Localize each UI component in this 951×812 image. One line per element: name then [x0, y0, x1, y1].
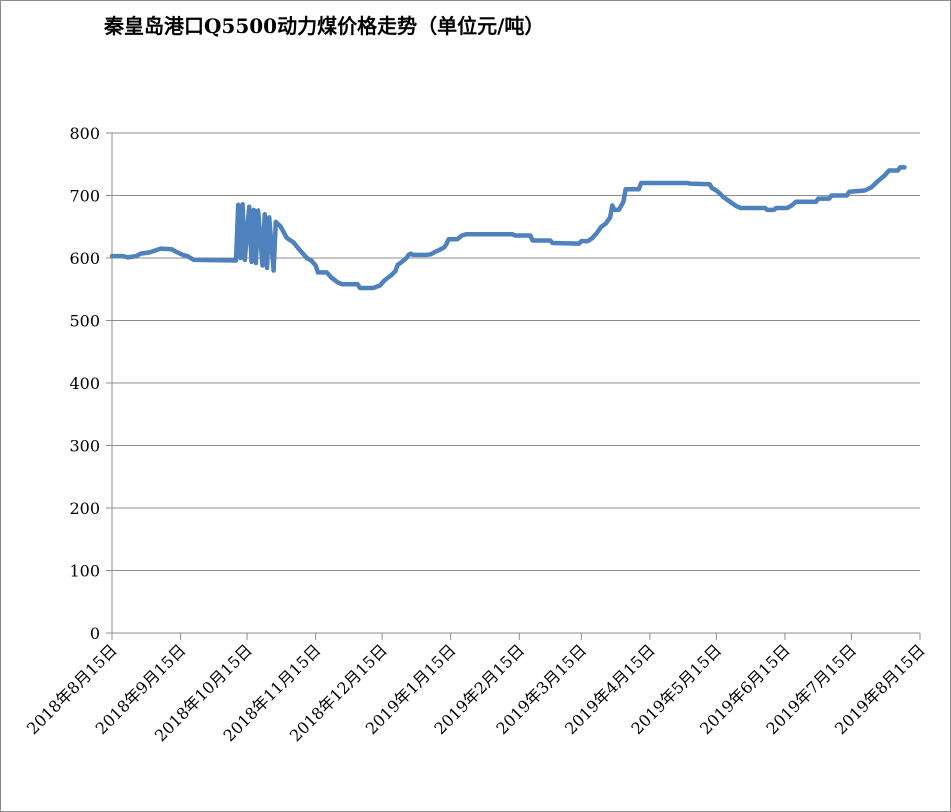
series-line: [109, 165, 907, 291]
y-tick-label: 600: [69, 249, 100, 268]
y-tick-label: 0: [90, 624, 100, 643]
y-tick-label: 400: [69, 374, 100, 393]
chart-title: 秦皇岛港口Q5500动力煤价格走势（单位元/吨）: [104, 14, 545, 38]
y-tick-label: 700: [69, 187, 100, 206]
y-tick-label: 800: [69, 124, 100, 143]
y-tick-label: 100: [69, 562, 100, 581]
y-tick-label: 200: [69, 499, 100, 518]
y-tick-label: 500: [69, 312, 100, 331]
y-tick-label: 300: [69, 437, 100, 456]
